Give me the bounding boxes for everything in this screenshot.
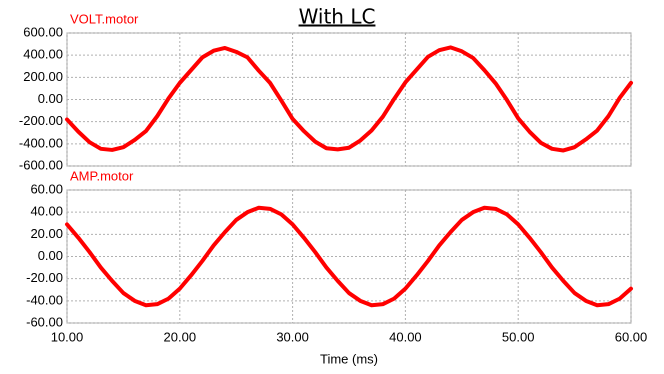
- y-tick-label: 20.00: [30, 226, 63, 241]
- chart-title: With LC: [299, 5, 376, 29]
- y-tick-label: 600.00: [23, 24, 63, 39]
- x-tick-label: 40.00: [389, 329, 422, 344]
- series-label: VOLT.motor: [70, 11, 139, 26]
- x-tick-label: 50.00: [502, 329, 535, 344]
- x-tick-label: 10.00: [51, 329, 84, 344]
- series-label: AMP.motor: [70, 168, 134, 183]
- y-tick-label: 200.00: [23, 69, 63, 84]
- y-tick-label: -60.00: [26, 314, 63, 329]
- y-tick-label: 40.00: [30, 204, 63, 219]
- y-tick-label: -40.00: [26, 292, 63, 307]
- series-line: [65, 205, 633, 308]
- x-tick-label: 30.00: [276, 329, 309, 344]
- y-tick-label: 0.00: [38, 248, 63, 263]
- y-tick-label: -200.00: [19, 113, 63, 128]
- series-line: [65, 45, 633, 153]
- y-tick-label: 0.00: [38, 91, 63, 106]
- y-tick-label: 400.00: [23, 47, 63, 62]
- x-axis-label: Time (ms): [320, 351, 378, 366]
- y-tick-label: -600.00: [19, 157, 63, 172]
- x-tick-label: 20.00: [164, 329, 197, 344]
- y-tick-label: 60.00: [30, 181, 63, 196]
- y-tick-label: -400.00: [19, 135, 63, 150]
- y-tick-label: -20.00: [26, 270, 63, 285]
- x-tick-label: 60.00: [615, 329, 648, 344]
